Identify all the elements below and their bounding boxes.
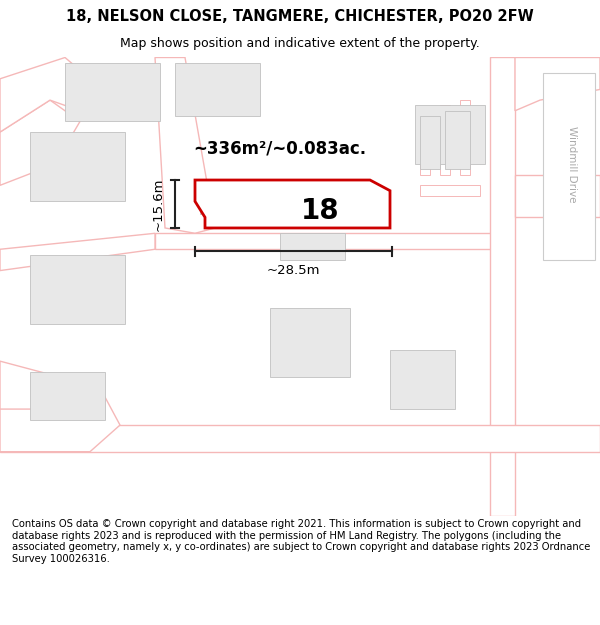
Bar — [415, 106, 485, 164]
Polygon shape — [490, 58, 515, 516]
Bar — [30, 254, 125, 324]
Bar — [390, 351, 455, 409]
Bar — [270, 308, 350, 377]
Text: ~28.5m: ~28.5m — [267, 264, 320, 278]
Bar — [445, 111, 470, 169]
Bar — [200, 184, 260, 214]
Bar — [543, 74, 595, 260]
Polygon shape — [0, 233, 155, 271]
Text: Windmill Drive: Windmill Drive — [567, 126, 577, 202]
Bar — [30, 372, 105, 420]
Polygon shape — [515, 175, 600, 218]
Text: Map shows position and indicative extent of the property.: Map shows position and indicative extent… — [120, 37, 480, 49]
Polygon shape — [0, 366, 120, 452]
Polygon shape — [155, 58, 215, 233]
Text: ~336m²/~0.083ac.: ~336m²/~0.083ac. — [193, 139, 367, 157]
Polygon shape — [0, 100, 80, 186]
Polygon shape — [0, 361, 100, 409]
Bar — [270, 183, 355, 221]
Polygon shape — [195, 180, 390, 228]
Polygon shape — [0, 58, 90, 132]
Bar — [175, 63, 260, 116]
Polygon shape — [155, 233, 500, 249]
Text: ~15.6m: ~15.6m — [152, 177, 165, 231]
Polygon shape — [460, 100, 470, 175]
Polygon shape — [440, 106, 450, 175]
Polygon shape — [420, 186, 480, 196]
Text: 18, NELSON CLOSE, TANGMERE, CHICHESTER, PO20 2FW: 18, NELSON CLOSE, TANGMERE, CHICHESTER, … — [66, 9, 534, 24]
Polygon shape — [420, 111, 430, 175]
Text: 18: 18 — [301, 197, 340, 225]
Bar — [30, 132, 125, 201]
Polygon shape — [0, 425, 600, 452]
Bar — [65, 63, 160, 121]
Bar — [280, 233, 345, 260]
Bar — [420, 116, 440, 169]
Polygon shape — [515, 58, 600, 111]
Text: Contains OS data © Crown copyright and database right 2021. This information is : Contains OS data © Crown copyright and d… — [12, 519, 590, 564]
